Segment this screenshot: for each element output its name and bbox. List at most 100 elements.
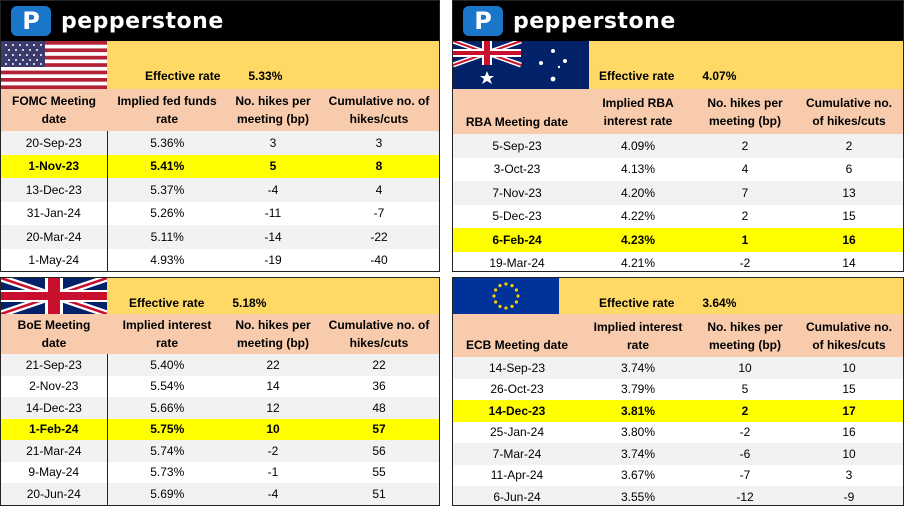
table-cell: -11	[264, 206, 282, 221]
table-cell: 10	[695, 357, 795, 379]
table-row: 21-Mar-24 5.74% -2 56	[1, 440, 439, 462]
table-cell: 4.93%	[150, 253, 185, 268]
column-header: No. hikes per meeting (bp)	[227, 89, 319, 131]
table-cell: -2	[739, 256, 751, 271]
table-cell: 1-Feb-24	[1, 418, 108, 440]
table-cell: -1	[267, 465, 279, 480]
table-cell: 6	[845, 162, 853, 177]
table-cell: 56	[319, 440, 439, 462]
table-cell: 2	[695, 134, 795, 158]
table-cell: 5.37%	[107, 178, 227, 202]
table-cell: -7	[739, 468, 751, 483]
column-header: Cumulative no. of hikes/cuts	[319, 89, 439, 131]
table-cell: 3.74%	[581, 357, 695, 379]
uk-flag-icon	[1, 278, 107, 314]
table-row: 1-May-24 4.93% -19 -40	[1, 248, 439, 271]
column-header: BoE Meeting date	[1, 314, 107, 354]
column-header: FOMC Meeting date	[1, 89, 107, 131]
table-cell: 8	[319, 154, 439, 178]
rba-panel: pepperstone Effective rate 4.	[452, 0, 904, 272]
table-header-row: BoE Meeting date Implied interest rate N…	[1, 314, 439, 354]
table-cell: 3.79%	[620, 382, 656, 397]
table-row: 1-Nov-23 5.41% 5 8	[1, 154, 439, 178]
table-cell: -40	[370, 253, 388, 268]
table-row: 9-May-24 5.73% -1 55	[1, 461, 439, 483]
effective-rate-row: Effective rate 5.18%	[1, 278, 439, 314]
table-row: 19-Mar-24 4.21% -2 14	[453, 252, 903, 272]
ecb-table: ECB Meeting date Implied interest rate N…	[453, 314, 903, 505]
table-cell: 6-Jun-24	[453, 486, 581, 505]
table-cell: -12	[695, 486, 795, 505]
column-header: Implied RBA interest rate	[581, 89, 695, 134]
table-cell: 5.69%	[107, 483, 227, 505]
table-cell: 3.55%	[581, 486, 695, 505]
table-row: 7-Nov-23 4.20% 7 13	[453, 181, 903, 205]
table-cell: 5.73%	[150, 465, 185, 480]
table-cell: 31-Jan-24	[1, 201, 108, 225]
effective-rate-value: 5.33%	[248, 69, 283, 83]
table-header-row: FOMC Meeting date Implied fed funds rate…	[1, 89, 439, 131]
table-cell: -7	[373, 206, 385, 221]
table-cell: 14-Dec-23	[1, 397, 108, 419]
table-cell: -4	[227, 483, 319, 505]
table-cell: 4.09%	[581, 134, 695, 158]
table-cell: 51	[319, 483, 439, 505]
table-cell: 4.21%	[620, 256, 656, 271]
table-cell: -4	[227, 178, 319, 202]
table-body: 20-Sep-23 5.36% 3 3 1-Nov-23 5.41% 5 8 13-Dec-23…	[1, 131, 439, 271]
table-row: 7-Mar-24 3.74% -6 10	[453, 443, 903, 465]
table-row: 6-Jun-24 3.55% -12 -9	[453, 486, 903, 505]
table-cell: -6	[695, 443, 795, 465]
brand-name: pepperstone	[513, 8, 676, 34]
table-cell: 3-Oct-23	[493, 162, 541, 177]
table-cell: 7-Nov-23	[453, 181, 581, 205]
table-cell: 5.75%	[107, 418, 227, 440]
effective-rate-row: Effective rate 5.33%	[1, 41, 439, 89]
boe-table: BoE Meeting date Implied interest rate N…	[1, 314, 439, 505]
table-cell: 22	[319, 354, 439, 376]
table-cell: 5.11%	[107, 225, 227, 249]
table-cell: 1-Nov-23	[1, 154, 108, 178]
table-cell: 4.20%	[581, 181, 695, 205]
table-cell: 4	[741, 162, 749, 177]
table-cell: 5	[227, 154, 319, 178]
table-row: 20-Jun-24 5.69% -4 51	[1, 483, 439, 505]
table-cell: 2	[695, 400, 795, 422]
table-cell: 16	[842, 425, 856, 440]
table-cell: 3.67%	[620, 468, 656, 483]
table-cell: 2	[795, 134, 903, 158]
table-row: 21-Sep-23 5.40% 22 22	[1, 354, 439, 376]
column-header: ECB Meeting date	[453, 314, 581, 357]
effective-rate-label: Effective rate	[129, 296, 205, 310]
table-row: 11-Apr-24 3.67% -7 3	[453, 465, 903, 487]
table-cell: 1	[695, 228, 795, 252]
table-cell: 48	[319, 397, 439, 419]
table-cell: 5.66%	[107, 397, 227, 419]
fomc-table: FOMC Meeting date Implied fed funds rate…	[1, 89, 439, 271]
logo-bar: pepperstone	[453, 1, 903, 41]
column-header: No. hikes per meeting (bp)	[695, 89, 795, 134]
table-cell: 20-Mar-24	[1, 225, 108, 249]
table-cell: 5.26%	[150, 206, 185, 221]
table-row: 14-Dec-23 5.66% 12 48	[1, 397, 439, 419]
column-header: No. hikes per meeting (bp)	[227, 314, 319, 354]
table-cell: 55	[372, 465, 386, 480]
table-row: 5-Sep-23 4.09% 2 2	[453, 134, 903, 158]
table-cell: 21-Mar-24	[1, 440, 108, 462]
table-header-row: RBA Meeting date Implied RBA interest ra…	[453, 89, 903, 134]
table-cell: 3.74%	[581, 443, 695, 465]
table-cell: 5-Dec-23	[492, 209, 542, 224]
table-cell: 3.81%	[581, 400, 695, 422]
table-cell: 5.74%	[107, 440, 227, 462]
effective-rate-value: 5.18%	[232, 296, 267, 310]
table-row: 14-Dec-23 3.81% 2 17	[453, 400, 903, 422]
table-cell: 4.22%	[620, 209, 656, 224]
table-row: 31-Jan-24 5.26% -11 -7	[1, 201, 439, 225]
table-row: 5-Dec-23 4.22% 2 15	[453, 205, 903, 229]
table-body: 5-Sep-23 4.09% 2 2 3-Oct-23 4.13% 4 6 7-Nov-23 4.…	[453, 134, 903, 272]
column-header: Cumulative no. of hikes/cuts	[319, 314, 439, 354]
logo-bar: pepperstone	[1, 1, 439, 41]
table-cell: -9	[795, 486, 903, 505]
effective-rate-label: Effective rate	[145, 69, 221, 83]
table-cell: 10	[795, 443, 903, 465]
